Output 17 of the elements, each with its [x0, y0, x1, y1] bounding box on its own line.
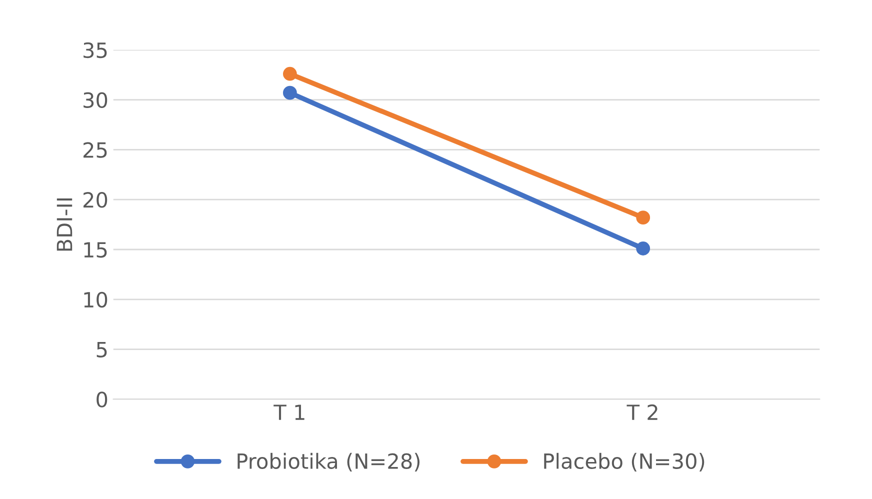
y-tick-label: 10 — [84, 292, 108, 308]
y-tick-label: 15 — [84, 242, 107, 258]
point — [282, 66, 297, 81]
x-tick-label: T 1 — [274, 404, 304, 420]
x-tick-label: T 2 — [626, 404, 658, 420]
y-tick-label: 25 — [84, 142, 107, 158]
legend-label: Placebo (N=30) — [544, 452, 704, 472]
point — [282, 86, 297, 100]
y-tick-label: 30 — [84, 92, 108, 108]
y-axis-title: BDI-II — [56, 198, 72, 251]
y-tick-label: 0 — [96, 392, 108, 408]
point — [636, 210, 650, 225]
y-tick-label: 35 — [84, 42, 107, 58]
y-tick-label: 20 — [84, 192, 108, 208]
point — [636, 242, 650, 256]
y-tick-label: 5 — [96, 342, 107, 358]
legend-label: Probiotika (N=28) — [238, 452, 420, 472]
